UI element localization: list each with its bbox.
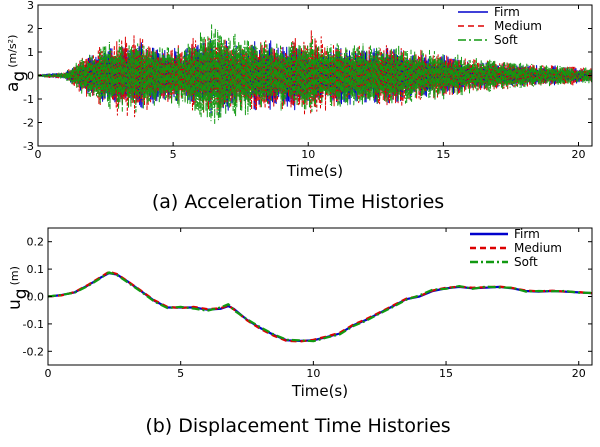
figure-caption: (b) Displacement Time Histories bbox=[145, 415, 450, 437]
series-line-soft bbox=[37, 24, 593, 124]
y-tick-label: -3 bbox=[23, 140, 34, 153]
y-tick-label: 1 bbox=[27, 46, 34, 59]
series-group bbox=[37, 24, 593, 124]
legend-label-medium: Medium bbox=[494, 19, 542, 33]
y-tick-label: 0.1 bbox=[27, 263, 45, 276]
x-axis-title: Time(s) bbox=[291, 382, 348, 400]
y-tick-label: 0.0 bbox=[27, 291, 45, 304]
legend-label-firm: Firm bbox=[514, 227, 540, 241]
x-axis-title: Time(s) bbox=[286, 162, 343, 180]
x-tick-label: 5 bbox=[177, 367, 184, 380]
y-tick-label: -1 bbox=[23, 93, 34, 106]
x-tick-label: 10 bbox=[306, 367, 320, 380]
x-tick-label: 5 bbox=[170, 148, 177, 161]
legend-label-firm: Firm bbox=[494, 5, 520, 19]
y-axis-title: ag(m/s²) bbox=[3, 35, 29, 92]
acceleration-chart: 0 5 10 15 20 -3 -2 -1 0 1 2 3 Time(s) ag(m/s²) FirmMed… bbox=[3, 0, 593, 213]
x-tick-label: 20 bbox=[571, 148, 585, 161]
plot-frame bbox=[47, 227, 593, 366]
x-tick-label: 0 bbox=[35, 148, 42, 161]
displacement-chart: 0 5 10 15 20 -0.2 -0.1 0.0 0.1 0.2 Time(s) ug(m) Fir… bbox=[5, 227, 593, 437]
x-tick-label: 15 bbox=[436, 148, 450, 161]
figure-caption: (a) Acceleration Time Histories bbox=[152, 191, 444, 213]
y-tick-label: 0.2 bbox=[27, 236, 45, 249]
y-tick-label: -0.1 bbox=[23, 318, 44, 331]
legend-label-soft: Soft bbox=[494, 33, 518, 47]
x-tick-label: 20 bbox=[572, 367, 586, 380]
x-tick-label: 10 bbox=[301, 148, 315, 161]
y-tick-label: 3 bbox=[27, 0, 34, 12]
y-tick-label: -2 bbox=[23, 117, 34, 130]
y-tick-label: 0 bbox=[27, 70, 34, 83]
series-group bbox=[47, 270, 593, 343]
y-axis-title: ug(m) bbox=[5, 266, 31, 310]
legend-label-soft: Soft bbox=[514, 255, 538, 269]
x-tick-label: 0 bbox=[45, 367, 52, 380]
series-line-medium bbox=[37, 29, 593, 118]
legend-label-medium: Medium bbox=[514, 241, 562, 255]
x-tick-label: 15 bbox=[439, 367, 453, 380]
series-line-medium bbox=[47, 270, 593, 343]
y-tick-label: 2 bbox=[27, 23, 34, 36]
y-tick-label: -0.2 bbox=[23, 345, 44, 358]
